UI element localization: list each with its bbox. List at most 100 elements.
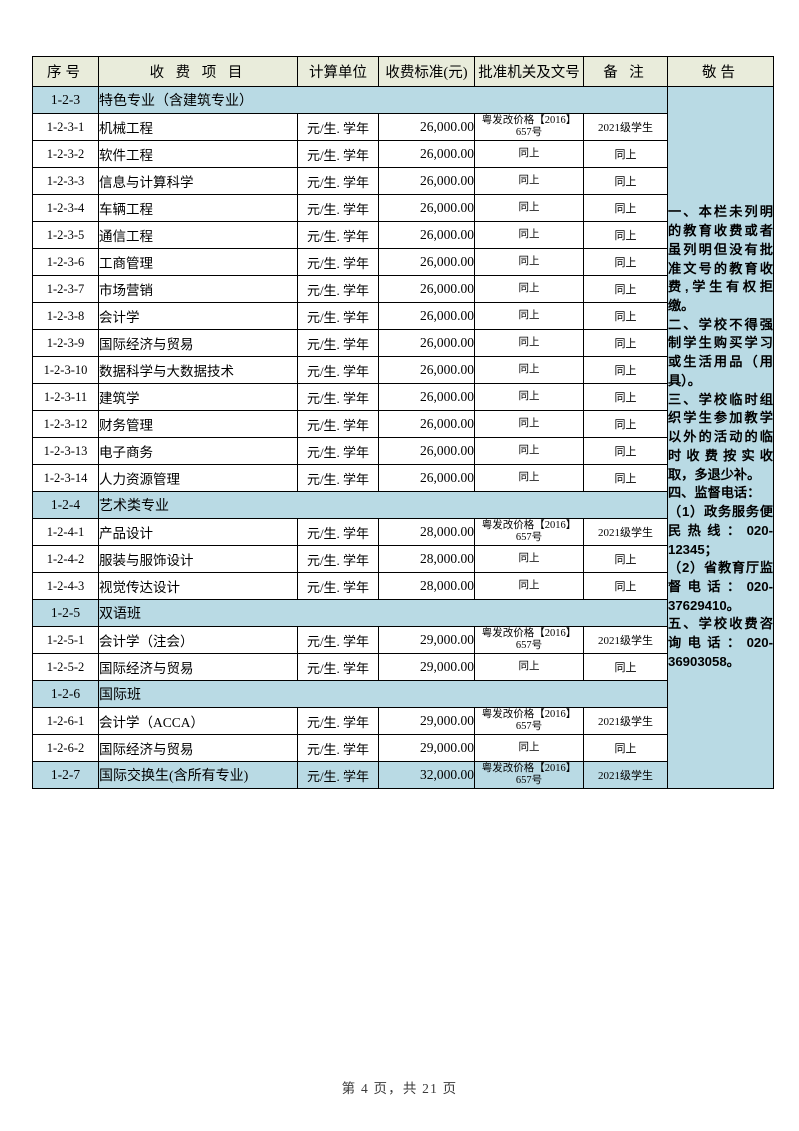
- cell-standard: 32,000.00: [378, 761, 475, 789]
- table-header: 序号 收 费 项 目 计算单位 收费标准(元) 批准机关及文号 备 注 敬告: [32, 56, 774, 87]
- cell-standard: 29,000.00: [378, 626, 475, 654]
- cell-unit: 元/生. 学年: [297, 518, 379, 546]
- cell-remark: 同上: [583, 572, 668, 600]
- cell-code: 1-2-3-11: [32, 383, 99, 411]
- cell-remark: 同上: [583, 545, 668, 573]
- section-name: 国际班: [98, 680, 668, 708]
- page-footer: 第 4 页，共 21 页: [341, 1081, 458, 1096]
- cell-unit: 元/生. 学年: [297, 356, 379, 384]
- cell-standard: 28,000.00: [378, 518, 475, 546]
- table-row: 1-2-3-6 工商管理 元/生. 学年 26,000.00 同上 同上: [32, 248, 774, 276]
- cell-approval: 同上: [474, 221, 584, 249]
- table-row: 1-2-3-14 人力资源管理 元/生. 学年 26,000.00 同上 同上: [32, 464, 774, 492]
- cell-approval: 同上: [474, 545, 584, 573]
- fee-schedule-table: 序号 收 费 项 目 计算单位 收费标准(元) 批准机关及文号 备 注 敬告 1…: [32, 56, 774, 789]
- cell-approval: 同上: [474, 248, 584, 276]
- cell-item-name: 信息与计算科学: [98, 167, 298, 195]
- cell-standard: 26,000.00: [378, 221, 475, 249]
- cell-approval: 粤发改价格【2016】657号: [474, 626, 584, 654]
- table-row: 1-2-3-7 市场营销 元/生. 学年 26,000.00 同上 同上: [32, 275, 774, 303]
- column-header-standard: 收费标准(元): [378, 56, 475, 87]
- cell-code: 1-2-3-13: [32, 437, 99, 465]
- cell-item-name: 数据科学与大数据技术: [98, 356, 298, 384]
- cell-code: 1-2-3-2: [32, 140, 99, 168]
- cell-unit: 元/生. 学年: [297, 167, 379, 195]
- cell-item-name: 电子商务: [98, 437, 298, 465]
- cell-remark: 同上: [583, 275, 668, 303]
- cell-item-name: 国际经济与贸易: [98, 734, 298, 762]
- cell-standard: 26,000.00: [378, 302, 475, 330]
- cell-approval: 同上: [474, 329, 584, 357]
- section-code: 1-2-4: [32, 491, 99, 519]
- cell-code: 1-2-6-2: [32, 734, 99, 762]
- section-name: 国际交换生(含所有专业): [98, 761, 298, 789]
- table-section-row: 1-2-7 国际交换生(含所有专业) 元/生. 学年 32,000.00 粤发改价格【2…: [32, 761, 774, 789]
- table-row: 1-2-4-1 产品设计 元/生. 学年 28,000.00 粤发改价格【2016】65…: [32, 518, 774, 546]
- cell-code: 1-2-3-14: [32, 464, 99, 492]
- cell-remark: 2021级学生: [583, 707, 668, 735]
- cell-standard: 26,000.00: [378, 356, 475, 384]
- table-row: 1-2-3-9 国际经济与贸易 元/生. 学年 26,000.00 同上 同上: [32, 329, 774, 357]
- cell-remark: 同上: [583, 383, 668, 411]
- notice-column-cell: 一、本栏未列明的教育收费或者虽列明但没有批准文号的教育收费,学生有权拒缴。 二、…: [667, 86, 774, 789]
- column-header-approval: 批准机关及文号: [474, 56, 584, 87]
- table-section-row: 1-2-6 国际班: [32, 680, 774, 708]
- cell-remark: 同上: [583, 734, 668, 762]
- cell-code: 1-2-3-1: [32, 113, 99, 141]
- cell-standard: 26,000.00: [378, 410, 475, 438]
- cell-standard: 29,000.00: [378, 707, 475, 735]
- table-row: 1-2-3-1 机械工程 元/生. 学年 26,000.00 粤发改价格【2016】65…: [32, 113, 774, 141]
- table-row: 1-2-6-1 会计学（ACCA） 元/生. 学年 29,000.00 粤发改价格【20…: [32, 707, 774, 735]
- table-row: 1-2-6-2 国际经济与贸易 元/生. 学年 29,000.00 同上 同上: [32, 734, 774, 762]
- section-code: 1-2-6: [32, 680, 99, 708]
- cell-standard: 26,000.00: [378, 248, 475, 276]
- cell-unit: 元/生. 学年: [297, 626, 379, 654]
- table-section-row: 1-2-4 艺术类专业: [32, 491, 774, 519]
- cell-standard: 26,000.00: [378, 437, 475, 465]
- cell-approval: 同上: [474, 383, 584, 411]
- cell-item-name: 建筑学: [98, 383, 298, 411]
- cell-item-name: 机械工程: [98, 113, 298, 141]
- cell-remark: 同上: [583, 653, 668, 681]
- cell-approval: 同上: [474, 356, 584, 384]
- cell-code: 1-2-3-8: [32, 302, 99, 330]
- cell-approval: 同上: [474, 275, 584, 303]
- cell-remark: 2021级学生: [583, 626, 668, 654]
- cell-unit: 元/生. 学年: [297, 761, 379, 789]
- cell-code: 1-2-4-1: [32, 518, 99, 546]
- cell-code: 1-2-3-4: [32, 194, 99, 222]
- cell-remark: 同上: [583, 302, 668, 330]
- table-row: 1-2-3-13 电子商务 元/生. 学年 26,000.00 同上 同上: [32, 437, 774, 465]
- cell-standard: 29,000.00: [378, 653, 475, 681]
- cell-code: 1-2-3-12: [32, 410, 99, 438]
- cell-remark: 2021级学生: [583, 518, 668, 546]
- cell-remark: 同上: [583, 221, 668, 249]
- cell-approval: 同上: [474, 734, 584, 762]
- cell-unit: 元/生. 学年: [297, 221, 379, 249]
- cell-standard: 26,000.00: [378, 167, 475, 195]
- table-row: 1-2-4-2 服装与服饰设计 元/生. 学年 28,000.00 同上 同上: [32, 545, 774, 573]
- table-header-row: 序号 收 费 项 目 计算单位 收费标准(元) 批准机关及文号 备 注 敬告: [32, 56, 774, 87]
- cell-approval: 同上: [474, 140, 584, 168]
- cell-item-name: 产品设计: [98, 518, 298, 546]
- cell-unit: 元/生. 学年: [297, 707, 379, 735]
- table-row: 1-2-3-3 信息与计算科学 元/生. 学年 26,000.00 同上 同上: [32, 167, 774, 195]
- cell-remark: 同上: [583, 248, 668, 276]
- table-row: 1-2-3-4 车辆工程 元/生. 学年 26,000.00 同上 同上: [32, 194, 774, 222]
- cell-unit: 元/生. 学年: [297, 464, 379, 492]
- cell-item-name: 视觉传达设计: [98, 572, 298, 600]
- cell-item-name: 会计学: [98, 302, 298, 330]
- cell-approval: 同上: [474, 572, 584, 600]
- cell-remark: 同上: [583, 329, 668, 357]
- cell-approval: 同上: [474, 437, 584, 465]
- cell-approval: 同上: [474, 194, 584, 222]
- cell-remark: 同上: [583, 167, 668, 195]
- cell-item-name: 会计学（注会）: [98, 626, 298, 654]
- cell-code: 1-2-5-2: [32, 653, 99, 681]
- cell-code: 1-2-4-3: [32, 572, 99, 600]
- cell-approval: 粤发改价格【2016】657号: [474, 761, 584, 789]
- cell-item-name: 国际经济与贸易: [98, 653, 298, 681]
- cell-standard: 28,000.00: [378, 572, 475, 600]
- cell-code: 1-2-3-10: [32, 356, 99, 384]
